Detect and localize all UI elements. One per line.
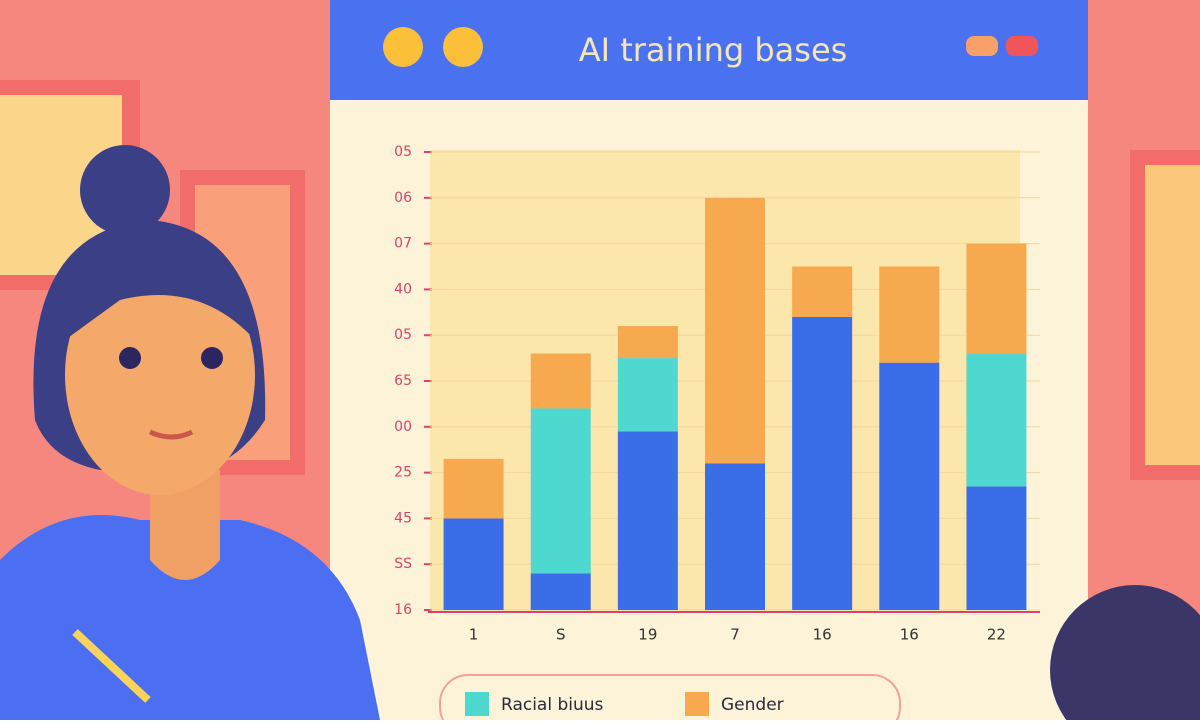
mouth xyxy=(148,429,194,440)
second-person xyxy=(1050,585,1200,724)
legend-swatch xyxy=(685,692,709,716)
y-tick-label: 00 xyxy=(394,419,412,435)
hair-bun xyxy=(80,145,170,235)
legend: Racial biuus Gender xyxy=(465,692,784,716)
x-tick-label: 7 xyxy=(730,626,740,644)
y-tick-label: 65 xyxy=(394,373,412,389)
person xyxy=(0,145,380,720)
bar-segment xyxy=(879,362,940,610)
bar-segment xyxy=(879,266,940,363)
y-tick-label: 06 xyxy=(394,190,412,206)
y-tick-label: 16 xyxy=(394,602,412,618)
window-button[interactable] xyxy=(443,27,483,67)
fringe xyxy=(65,246,255,340)
bar-segment xyxy=(705,463,765,610)
eye xyxy=(119,347,141,369)
x-tick-label: 22 xyxy=(987,626,1006,644)
bar-segment xyxy=(792,266,853,317)
shirt xyxy=(0,515,380,720)
bar-segment xyxy=(443,518,504,610)
bar-segment xyxy=(705,197,765,464)
bar-segment xyxy=(966,243,1027,354)
x-tick-label: 19 xyxy=(638,626,657,644)
x-tick-label: 16 xyxy=(900,626,919,644)
bar-segment xyxy=(530,573,591,610)
y-tick-label: 05 xyxy=(394,144,412,160)
legend-label: Racial biuus xyxy=(501,695,604,715)
plot: 16 SS 45 25 00 65 05 40 07 06 05 1 S 19 7 16 16 22 xyxy=(394,144,1040,644)
y-tick-label: 40 xyxy=(394,281,412,297)
bar-segment xyxy=(443,458,504,519)
bar-segment xyxy=(530,408,591,574)
chart-title: AI training bases xyxy=(579,31,848,69)
bar-segment xyxy=(966,486,1027,610)
bar-segment xyxy=(617,431,678,610)
y-tick-label: 45 xyxy=(394,510,412,526)
window-button[interactable] xyxy=(966,36,998,56)
window-button[interactable] xyxy=(1006,36,1038,56)
y-tick-label: 05 xyxy=(394,327,412,343)
neck xyxy=(150,470,220,580)
x-tick-label: 16 xyxy=(813,626,832,644)
bar-segment xyxy=(792,316,853,610)
legend-label: Gender xyxy=(721,695,784,715)
bar-segment xyxy=(966,353,1027,487)
y-tick-label: SS xyxy=(394,556,412,572)
picture-right xyxy=(1145,165,1200,465)
y-tick-label: 07 xyxy=(394,236,412,252)
y-tick-label: 25 xyxy=(394,465,412,481)
x-tick-label: 1 xyxy=(469,626,479,644)
legend-swatch xyxy=(465,692,489,716)
pin xyxy=(72,629,151,703)
bar-segment xyxy=(617,358,678,432)
legend-box xyxy=(439,674,901,724)
window-header xyxy=(330,0,1088,100)
bar-segment xyxy=(617,326,678,359)
eye xyxy=(201,347,223,369)
bar-segment xyxy=(530,353,591,409)
face xyxy=(65,255,255,495)
window-button[interactable] xyxy=(383,27,423,67)
x-tick-label: S xyxy=(556,626,566,644)
